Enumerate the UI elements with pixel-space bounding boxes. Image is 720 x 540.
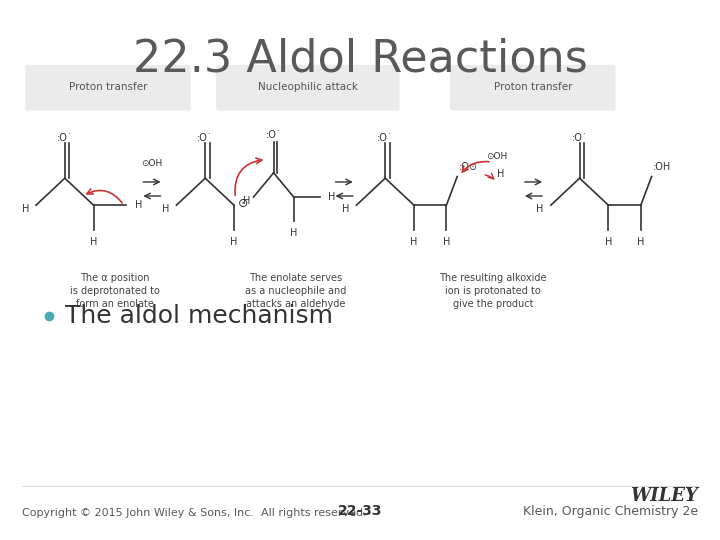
- Text: :O˙: :O˙: [377, 133, 393, 143]
- Text: H: H: [90, 237, 97, 247]
- Text: H: H: [243, 197, 250, 206]
- Text: ⊙: ⊙: [238, 197, 248, 210]
- Text: H: H: [230, 237, 238, 247]
- Text: :O˙: :O˙: [572, 133, 588, 143]
- FancyBboxPatch shape: [450, 65, 616, 111]
- Text: :O˙: :O˙: [57, 133, 73, 143]
- Text: ⊙OH: ⊙OH: [486, 152, 508, 161]
- Text: H: H: [497, 170, 504, 179]
- Text: H: H: [443, 237, 450, 247]
- Text: Nucleophilic attack: Nucleophilic attack: [258, 83, 358, 92]
- Text: The resulting alkoxide
ion is protonated to
give the product: The resulting alkoxide ion is protonated…: [439, 273, 547, 309]
- Text: WILEY: WILEY: [631, 487, 698, 505]
- Text: H: H: [135, 200, 142, 210]
- Text: 22-33: 22-33: [338, 504, 382, 518]
- Text: :OH: :OH: [653, 163, 672, 172]
- Text: Copyright © 2015 John Wiley & Sons, Inc.  All rights reserved.: Copyright © 2015 John Wiley & Sons, Inc.…: [22, 508, 366, 518]
- Text: Proton transfer: Proton transfer: [493, 83, 572, 92]
- Text: The α position
is deprotonated to
form an enolate: The α position is deprotonated to form a…: [71, 273, 160, 309]
- Text: Proton transfer: Proton transfer: [68, 83, 148, 92]
- Text: :O⊙: :O⊙: [459, 163, 477, 172]
- Text: H: H: [536, 204, 544, 214]
- FancyBboxPatch shape: [216, 65, 400, 111]
- Text: H: H: [342, 204, 349, 214]
- Text: :O˙: :O˙: [197, 133, 213, 143]
- Text: H: H: [328, 192, 335, 202]
- Text: ⊙OH: ⊙OH: [141, 159, 163, 168]
- Text: Klein, Organic Chemistry 2e: Klein, Organic Chemistry 2e: [523, 505, 698, 518]
- Text: H: H: [290, 228, 297, 239]
- FancyBboxPatch shape: [25, 65, 191, 111]
- Text: H: H: [162, 204, 169, 214]
- Text: H: H: [22, 204, 29, 214]
- Text: H: H: [605, 237, 612, 247]
- Text: 22.3 Aldol Reactions: 22.3 Aldol Reactions: [132, 38, 588, 81]
- Text: H: H: [637, 237, 644, 247]
- Text: The aldol mechanism: The aldol mechanism: [65, 304, 333, 328]
- Text: :O˙: :O˙: [266, 130, 282, 140]
- Text: The enolate serves
as a nucleophile and
attacks an aldehyde: The enolate serves as a nucleophile and …: [245, 273, 346, 309]
- Text: H: H: [410, 237, 418, 247]
